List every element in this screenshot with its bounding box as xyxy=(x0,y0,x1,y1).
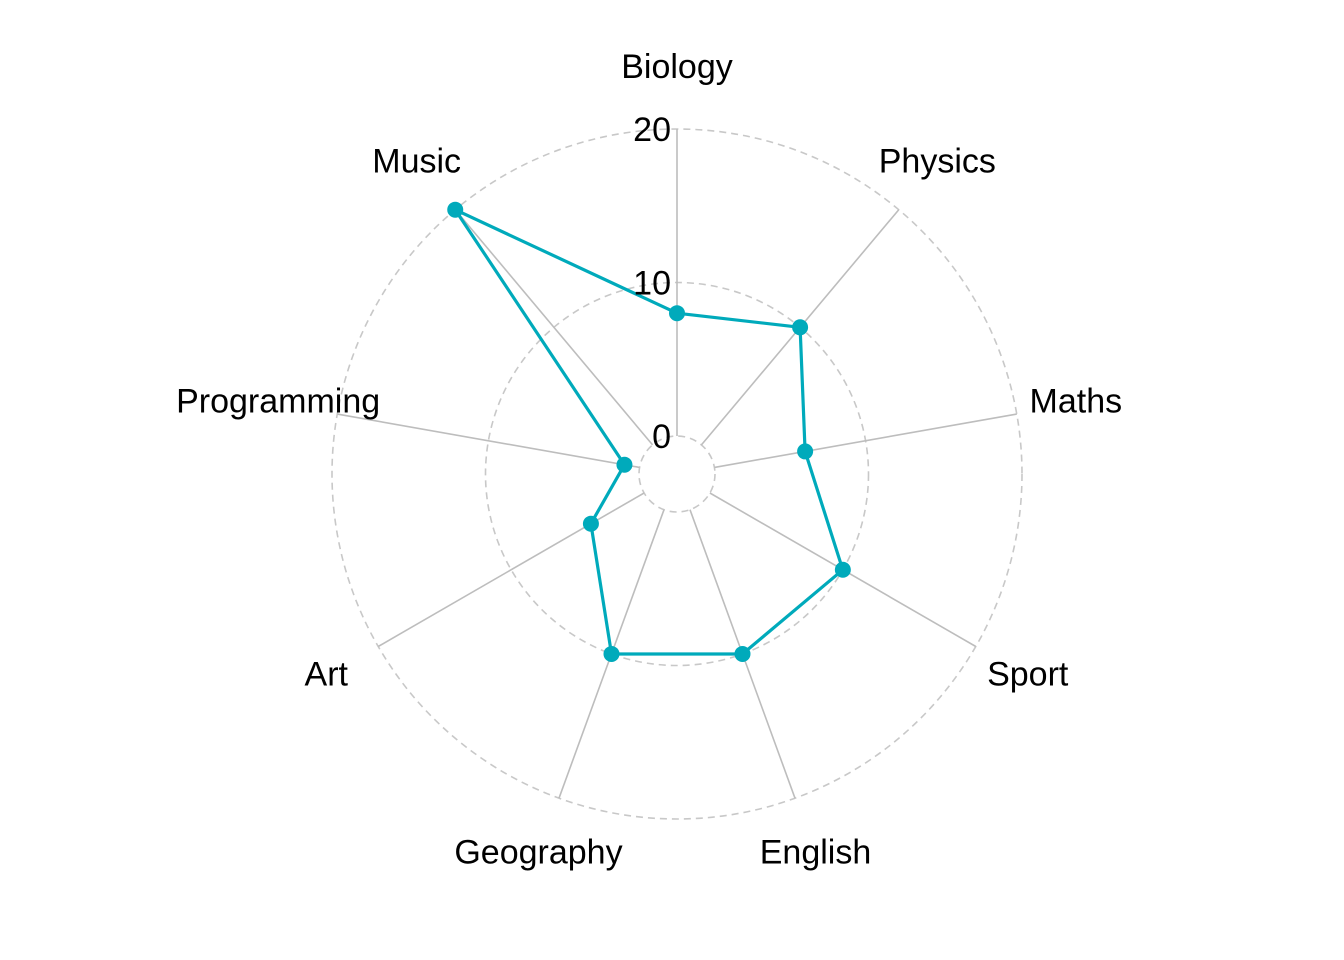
r-tick-label-0: 0 xyxy=(652,418,671,456)
data-point-physics xyxy=(792,319,809,336)
data-point-english xyxy=(734,645,751,662)
axis-label-physics: Physics xyxy=(879,143,996,181)
axis-label-geography: Geography xyxy=(454,834,622,872)
series-line xyxy=(453,208,845,656)
axis-label-biology: Biology xyxy=(621,48,733,86)
data-point-art xyxy=(582,515,599,532)
r-tick-label-10: 10 xyxy=(633,265,671,303)
grid-circle-0 xyxy=(638,435,716,513)
data-point-maths xyxy=(797,443,814,460)
axis-label-music: Music xyxy=(372,143,461,181)
spoke-maths xyxy=(714,413,1017,469)
spoke-art xyxy=(377,492,645,648)
axis-label-programming: Programming xyxy=(176,383,380,421)
axis-label-art: Art xyxy=(305,655,349,693)
tick-label-layer: 0 10 20 xyxy=(633,111,671,456)
axis-label-layer: Biology Physics Maths Sport English Geography… xyxy=(176,48,1122,872)
spoke-layer xyxy=(337,129,1017,799)
r-tick-label-20: 20 xyxy=(633,111,671,149)
data-point-geography xyxy=(603,645,620,662)
spoke-programming xyxy=(337,413,640,469)
series-layer xyxy=(447,201,851,662)
data-point-biology xyxy=(669,305,685,322)
spoke-music xyxy=(454,209,654,446)
axis-label-maths: Maths xyxy=(1030,383,1123,421)
axis-label-english: English xyxy=(760,834,872,872)
data-point-music xyxy=(447,201,464,218)
data-point-sport xyxy=(834,561,851,578)
data-point-programming xyxy=(616,456,633,473)
axis-label-sport: Sport xyxy=(987,655,1069,693)
